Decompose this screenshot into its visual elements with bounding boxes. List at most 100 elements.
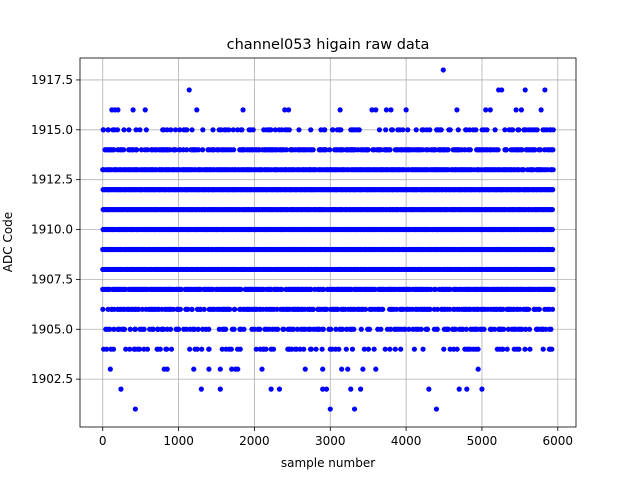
- data-point: [358, 386, 364, 392]
- data-point: [112, 107, 118, 113]
- data-point: [313, 346, 319, 352]
- data-point: [387, 147, 393, 153]
- data-point: [513, 107, 519, 113]
- data-point: [308, 286, 314, 292]
- data-point: [157, 346, 163, 352]
- data-point: [373, 366, 379, 372]
- data-point: [351, 326, 357, 332]
- data-point: [510, 127, 516, 133]
- data-point: [383, 107, 389, 113]
- data-point: [114, 127, 121, 133]
- y-tick-label: 1912.5: [31, 173, 73, 187]
- data-point: [366, 326, 373, 332]
- x-tick-label: 2000: [239, 434, 270, 448]
- x-tick-label: 4000: [391, 434, 422, 448]
- x-axis: 0 1000 2000 3000 4000 5000 6000: [99, 427, 573, 448]
- data-point: [121, 326, 128, 332]
- data-point: [549, 206, 555, 213]
- data-point: [110, 346, 117, 352]
- data-point: [206, 326, 212, 332]
- grid: [80, 58, 576, 427]
- x-tick-label: 3000: [315, 434, 346, 448]
- plot-frame: [79, 57, 577, 428]
- data-point: [487, 107, 493, 113]
- data-point: [467, 147, 473, 153]
- data-point: [320, 326, 326, 332]
- data-point: [463, 326, 469, 332]
- data-point: [327, 147, 333, 153]
- data-point: [201, 306, 207, 312]
- data-point: [501, 326, 507, 332]
- data-point: [270, 346, 277, 352]
- data-point: [411, 346, 417, 352]
- data-point: [228, 346, 234, 352]
- data-point: [186, 87, 192, 93]
- data-point: [550, 167, 556, 173]
- data-point: [484, 127, 490, 133]
- data-point: [426, 386, 432, 392]
- data-point: [308, 127, 314, 133]
- data-point: [358, 326, 364, 332]
- data-point: [376, 127, 383, 133]
- data-point: [223, 326, 229, 332]
- data-point: [365, 346, 372, 352]
- data-point: [144, 346, 151, 352]
- data-point: [542, 87, 548, 93]
- data-point: [492, 127, 498, 133]
- data-point: [328, 326, 334, 332]
- data-point: [382, 346, 388, 352]
- data-point: [434, 326, 440, 332]
- data-point: [232, 306, 238, 312]
- data-point: [383, 127, 389, 133]
- data-point: [481, 326, 487, 332]
- data-point: [339, 366, 345, 372]
- data-point: [132, 326, 138, 332]
- data-point: [107, 366, 113, 372]
- data-point: [550, 246, 556, 253]
- data-point: [134, 147, 140, 153]
- data-point: [168, 127, 174, 133]
- data-point: [322, 127, 328, 133]
- data-point: [279, 286, 285, 292]
- data-point: [518, 107, 524, 113]
- data-point: [191, 366, 197, 372]
- data-point: [438, 127, 444, 133]
- data-point: [230, 147, 237, 153]
- x-tick-label: 0: [99, 434, 107, 448]
- data-point: [259, 366, 265, 372]
- data-point: [475, 346, 481, 352]
- data-point: [198, 386, 204, 392]
- data-point: [440, 67, 446, 73]
- data-point: [167, 326, 174, 332]
- data-point: [320, 366, 326, 372]
- data-point: [538, 107, 544, 113]
- data-point: [349, 346, 356, 352]
- data-point: [319, 346, 325, 352]
- data-point: [403, 107, 409, 113]
- data-point: [310, 147, 316, 153]
- data-point: [549, 346, 555, 352]
- data-point: [479, 386, 485, 392]
- data-point: [121, 127, 127, 133]
- x-tick-label: 6000: [543, 434, 574, 448]
- data-point: [441, 346, 447, 352]
- data-point: [522, 346, 528, 352]
- data-point: [263, 346, 269, 352]
- data-point: [351, 406, 358, 412]
- data-point: [475, 366, 481, 372]
- data-point: [398, 346, 404, 352]
- data-point: [100, 306, 106, 312]
- data-point: [257, 326, 263, 332]
- x-tick-label: 5000: [467, 434, 498, 448]
- data-point: [392, 346, 398, 352]
- data-point: [330, 127, 336, 133]
- data-point: [143, 127, 149, 133]
- data-point: [105, 127, 111, 133]
- data-point: [550, 147, 556, 153]
- data-point: [210, 127, 216, 133]
- data-point: [231, 326, 237, 332]
- data-point: [240, 107, 246, 113]
- data-point: [499, 87, 505, 93]
- data-point: [427, 127, 433, 133]
